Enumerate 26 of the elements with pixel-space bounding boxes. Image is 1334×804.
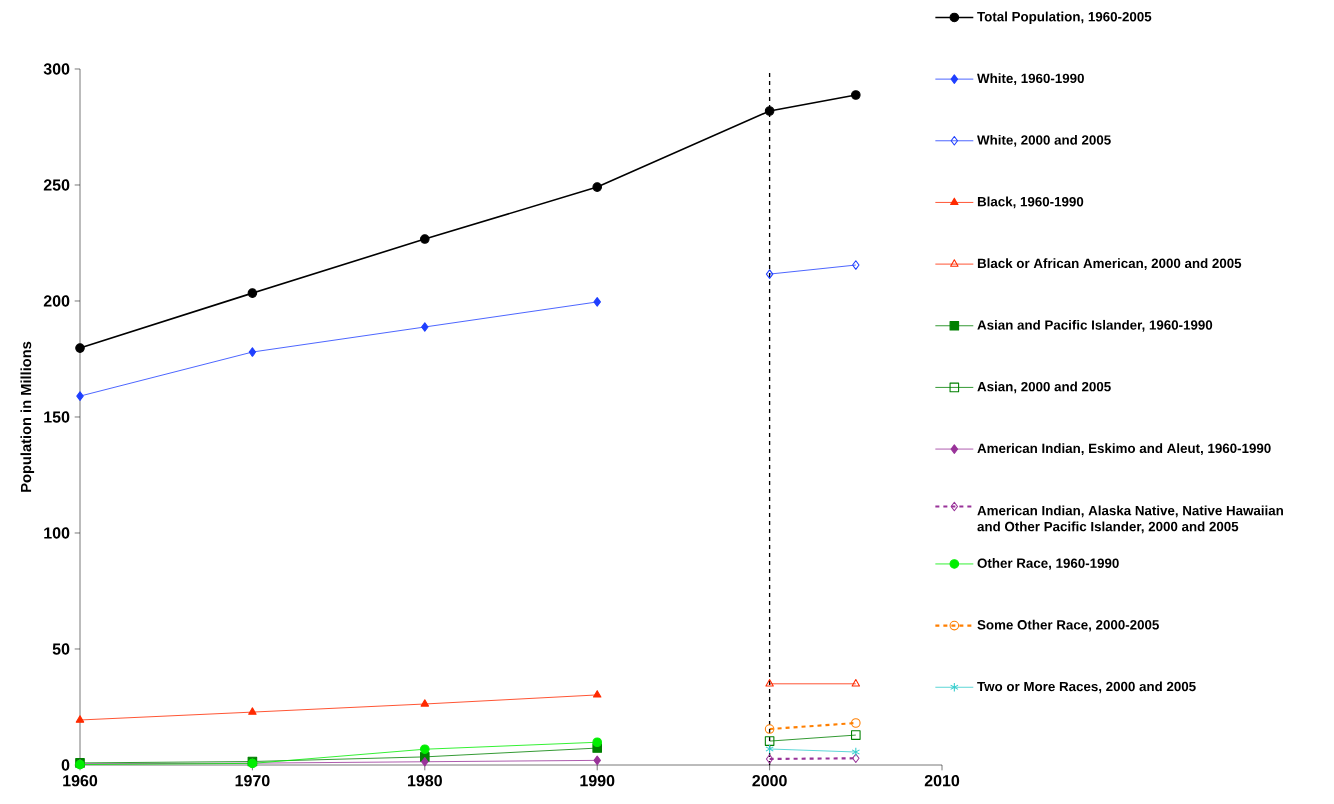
legend-label: American Indian, Eskimo and Aleut, 1960-1990 <box>977 443 1271 455</box>
x-tick-label: 2000 <box>752 775 787 787</box>
y-tick-label: 250 <box>43 179 70 191</box>
legend-label: American Indian, Alaska Native, Native Hawaiian and Other Pacific Islander, 2000 and 2005 <box>977 505 1283 534</box>
x-tick-label: 1970 <box>235 775 270 787</box>
legend-label: Asian and Pacific Islander, 1960-1990 <box>977 319 1213 332</box>
y-tick-label: 50 <box>52 643 70 655</box>
y-tick-label: 300 <box>43 63 70 75</box>
y-tick-label: 0 <box>61 759 70 771</box>
legend-label: White, 1960-1990 <box>977 73 1084 86</box>
y-tick-label: 200 <box>43 295 70 307</box>
legend-label: Other Race, 1960-1990 <box>977 558 1119 570</box>
legend-label: Two or More Races, 2000 and 2005 <box>977 681 1196 694</box>
y-tick-label: 100 <box>44 527 70 539</box>
legend-label: Some Other Race, 2000-2005 <box>977 619 1159 632</box>
y-axis-title: Population in Millions <box>20 341 35 492</box>
x-tick-label: 1960 <box>63 775 98 787</box>
x-tick-label: 2010 <box>924 775 960 787</box>
y-tick-label: 150 <box>44 411 70 423</box>
legend-label: Asian, 2000 and 2005 <box>977 381 1111 394</box>
x-tick-label: 1990 <box>580 775 615 787</box>
legend-label: White, 2000 and 2005 <box>977 134 1111 147</box>
legend-label: Black or African American, 2000 and 2005 <box>977 258 1242 270</box>
legend-label: Total Population, 1960-2005 <box>977 11 1152 25</box>
x-tick-label: 1980 <box>408 775 442 787</box>
legend-label: Black, 1960-1990 <box>977 196 1084 209</box>
